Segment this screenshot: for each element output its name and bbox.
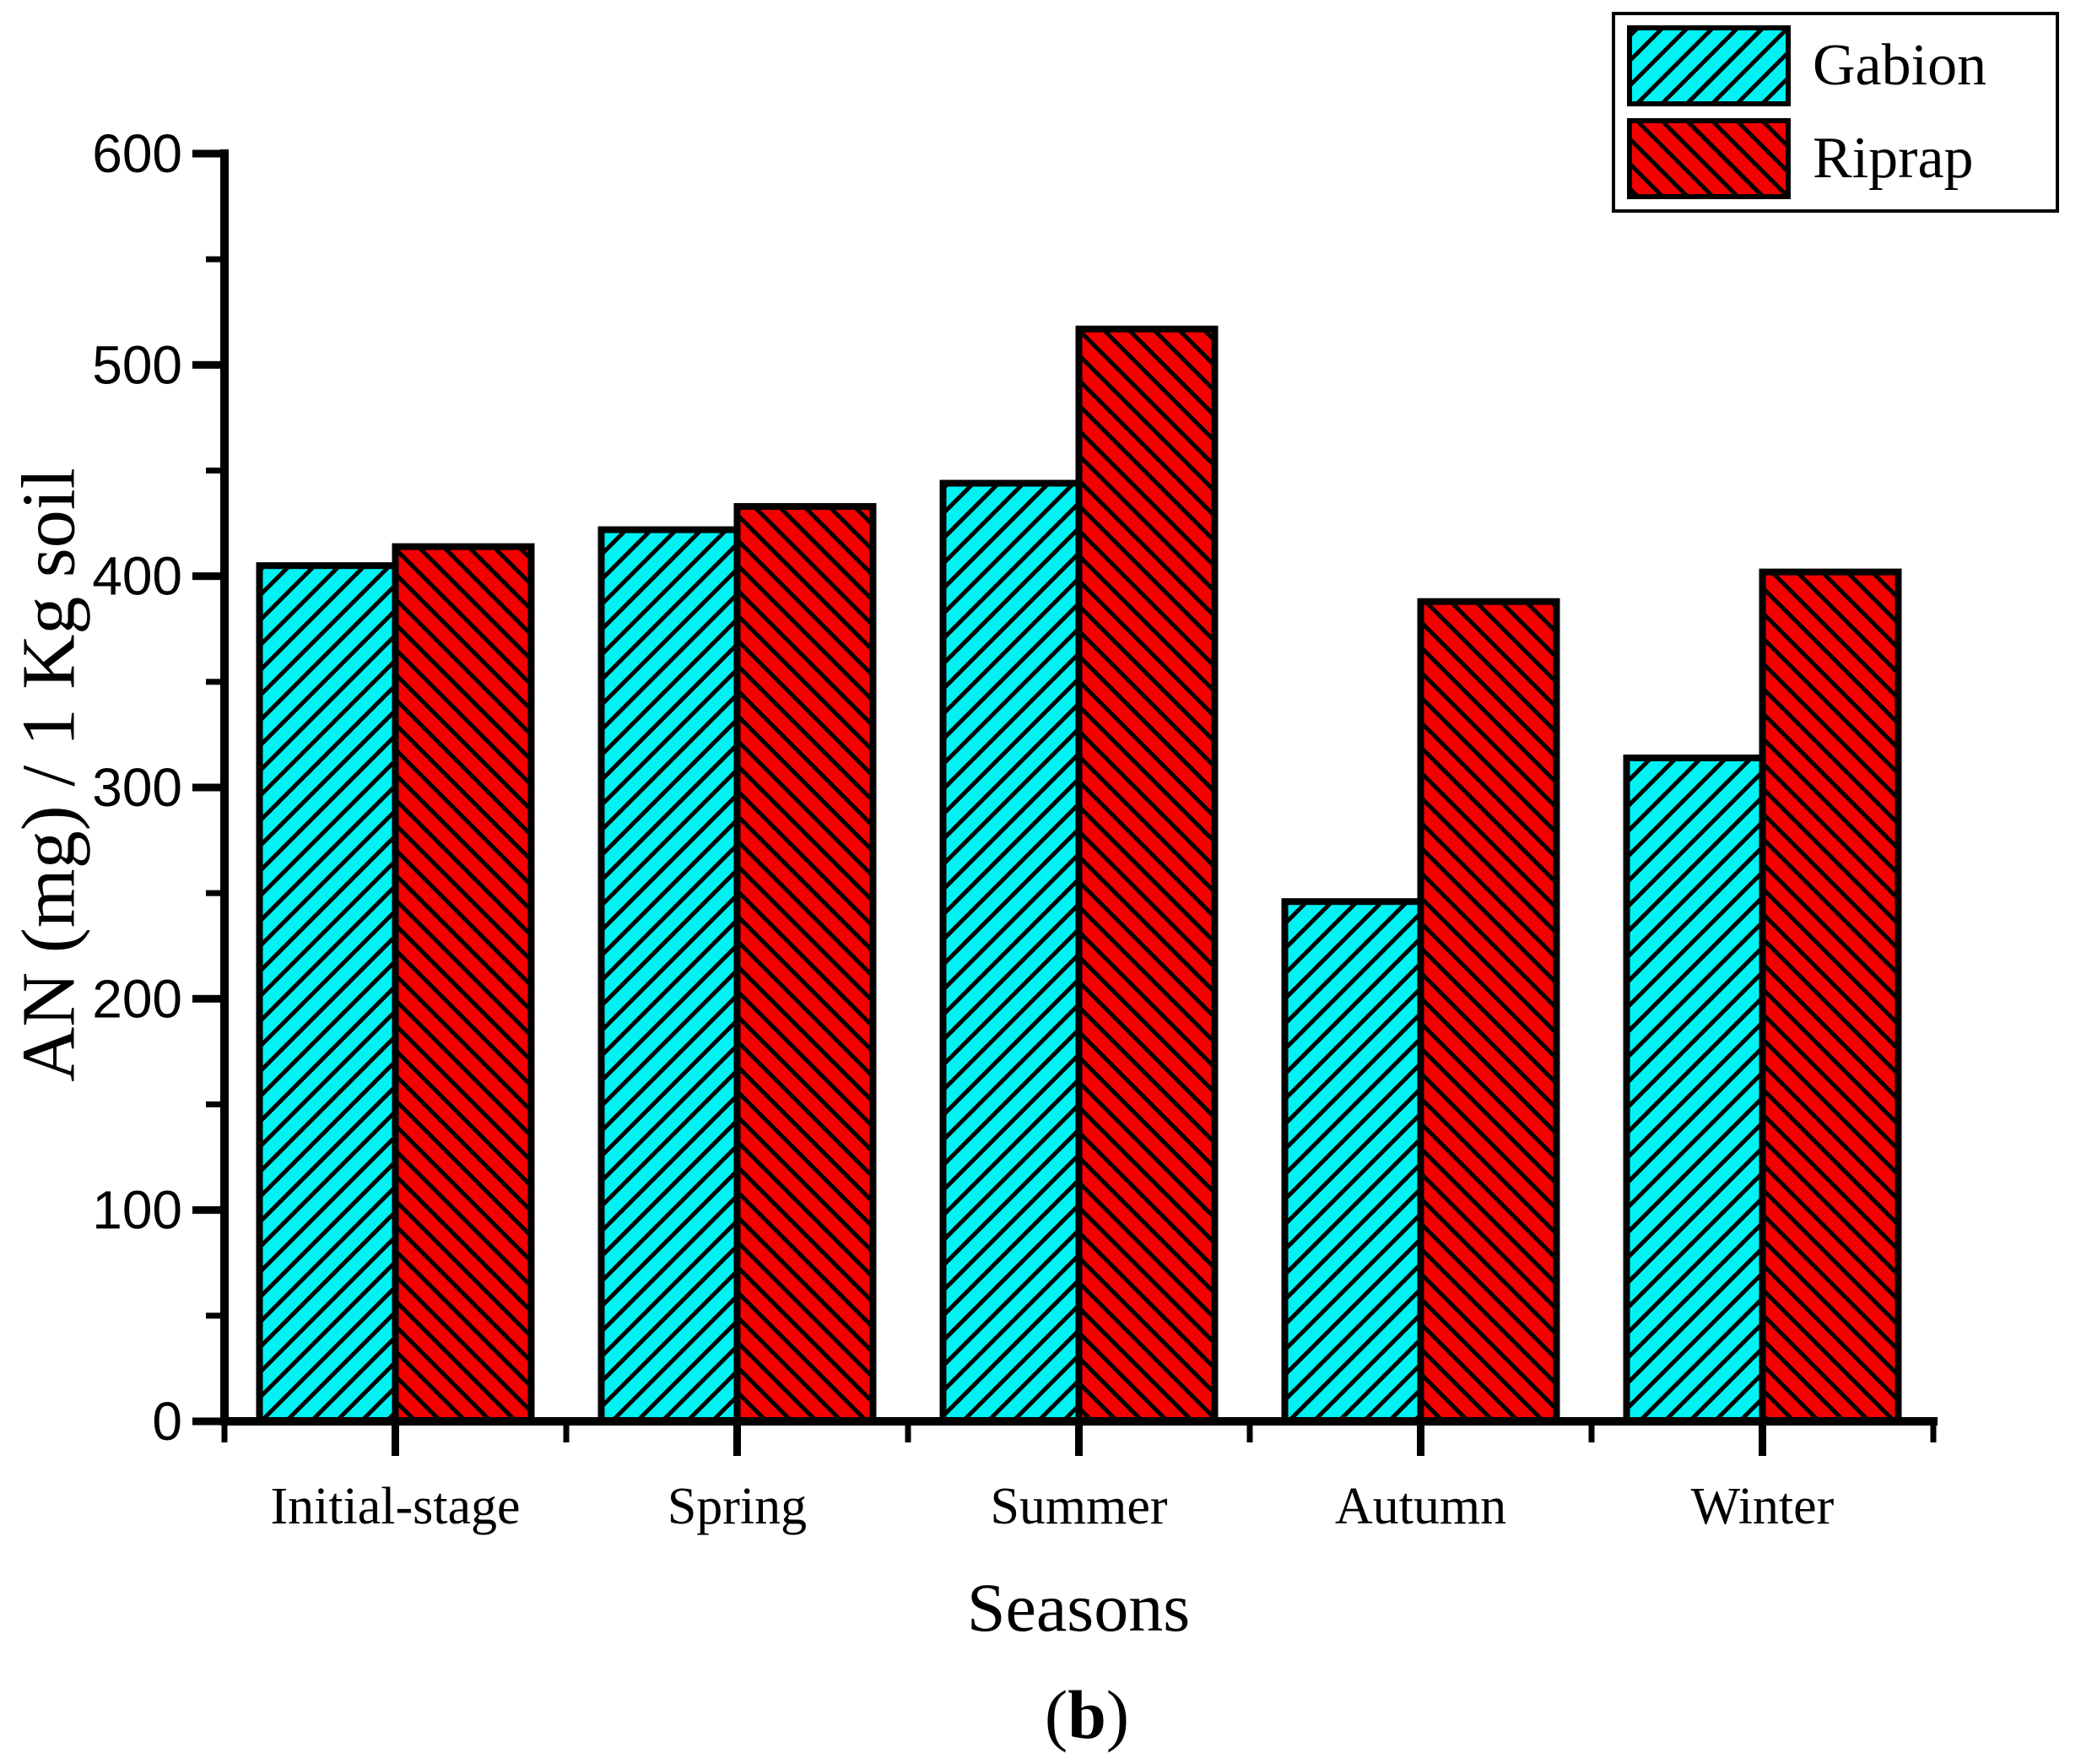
x-axis-major-tick	[1759, 1426, 1766, 1456]
y-axis-minor-tick	[206, 468, 224, 473]
y-axis-minor-tick	[206, 1101, 224, 1107]
y-tick-label: 500	[92, 334, 182, 395]
legend: Gabion Riprap	[1612, 12, 2059, 213]
y-tick-label: 300	[92, 757, 182, 818]
x-axis-major-tick	[392, 1426, 399, 1456]
x-axis-minor-tick	[1588, 1426, 1595, 1442]
x-axis-line	[220, 1417, 1938, 1426]
x-axis-minor-tick	[1246, 1426, 1253, 1442]
bar-riprap-autumn	[1417, 598, 1560, 1425]
y-axis-minor-tick	[206, 256, 224, 262]
bars-layer	[256, 325, 1902, 1426]
y-tick-label: 100	[92, 1180, 182, 1241]
x-axis-minor-tick	[1930, 1426, 1937, 1442]
legend-row-riprap: Riprap	[1627, 118, 2044, 199]
y-axis-minor-tick	[206, 890, 224, 896]
y-axis-title: AN (mg) / 1 Kg soil	[7, 468, 91, 1082]
x-axis-minor-tick	[905, 1426, 911, 1442]
x-tick-label-winter: Winter	[1691, 1478, 1835, 1535]
y-axis-line	[220, 149, 229, 1426]
bar-gabion-spring	[597, 526, 741, 1425]
legend-swatch-gabion	[1627, 25, 1791, 106]
figure-caption: (b)	[1045, 1675, 1129, 1755]
x-axis-minor-tick	[221, 1426, 228, 1442]
y-tick-label: 200	[92, 968, 182, 1029]
bar-riprap-spring	[733, 503, 877, 1425]
y-axis-major-tick	[192, 360, 224, 369]
legend-swatch-riprap	[1627, 118, 1791, 199]
y-axis-minor-tick	[206, 679, 224, 685]
bar-riprap-winter	[1759, 568, 1902, 1425]
y-tick-label: 400	[92, 546, 182, 607]
bar-gabion-initial-stage	[256, 562, 399, 1425]
x-tick-label-summer: Summer	[990, 1478, 1167, 1535]
x-tick-label-autumn: Autumn	[1335, 1478, 1506, 1535]
bar-gabion-autumn	[1281, 898, 1424, 1426]
x-axis-major-tick	[1417, 1426, 1424, 1456]
x-axis-major-tick	[1075, 1426, 1083, 1456]
y-axis-major-tick	[192, 783, 224, 792]
y-axis-major-tick	[192, 994, 224, 1003]
y-tick-label: 600	[92, 123, 182, 184]
ticks-layer	[192, 149, 1937, 1456]
legend-row-gabion: Gabion	[1627, 25, 2044, 106]
y-axis-minor-tick	[206, 1312, 224, 1319]
bar-gabion-winter	[1623, 754, 1766, 1425]
legend-label-gabion: Gabion	[1813, 33, 1987, 98]
x-axis-minor-tick	[563, 1426, 570, 1442]
bar-riprap-summer	[1075, 325, 1219, 1426]
x-axis-title: Seasons	[966, 1569, 1191, 1646]
y-axis-major-tick	[192, 1417, 224, 1426]
axes-layer	[220, 149, 1938, 1426]
x-tick-label-spring: Spring	[668, 1478, 807, 1535]
x-tick-label-initial-stage: Initial-stage	[270, 1478, 520, 1535]
y-axis-major-tick	[192, 572, 224, 581]
bar-gabion-summer	[939, 479, 1083, 1425]
caption-open-paren: (	[1044, 1676, 1068, 1753]
x-axis-major-tick	[733, 1426, 741, 1456]
y-axis-major-tick	[192, 149, 224, 158]
y-axis-major-tick	[192, 1206, 224, 1215]
bar-riprap-initial-stage	[392, 543, 535, 1425]
caption-letter: b	[1068, 1676, 1106, 1753]
labels-layer: 0 100 200 300 400 500 600 Initial-stage Spring Su…	[92, 123, 1834, 1535]
caption-close-paren: )	[1105, 1676, 1130, 1753]
legend-label-riprap: Riprap	[1813, 126, 1974, 191]
y-tick-label: 0	[152, 1391, 182, 1452]
